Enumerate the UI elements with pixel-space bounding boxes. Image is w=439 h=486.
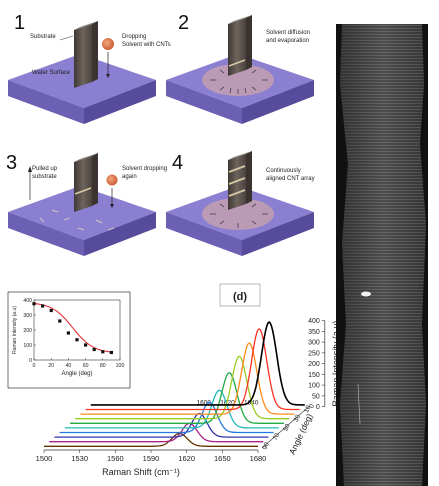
x-tick-label: 1560 [107,454,124,463]
y-axis-title: Raman Intensity (a.u) [331,321,336,407]
inset-frame [7,291,131,389]
spectrum-line-80 [49,422,264,443]
inset-data-point [101,350,105,354]
x-tick-label: 1530 [71,454,88,463]
x-tick-label: 1500 [36,454,53,463]
y-tick-label: 50 [312,393,320,400]
label-solvent-dropping: Solvent dropping [122,166,168,172]
label-solvent-cnts: Solvent with CNTs [122,42,171,48]
label-pulled-up: Pulled up [32,166,58,172]
y-tick-label: 150 [308,372,320,379]
spectrum-line-90 [44,432,258,447]
inset-y-tick-label: 300 [23,313,32,319]
panel-4 [166,151,314,256]
inset-x-tick-label: 20 [48,363,54,369]
spectrum-line-40 [70,372,284,424]
y-tick-label: 350 [308,329,320,336]
inset-data-point [92,347,96,352]
angle-tick-label: 30 [293,413,303,423]
inset-data-point [58,319,62,323]
spectrum-line-0 [90,321,305,406]
inset-x-title: Angle (deg) [61,371,92,377]
inset-x-tick-label: 0 [33,363,36,369]
label-substrate: Substrate [30,34,56,40]
substrate [74,24,92,88]
spectrum-line-60 [59,401,274,434]
inset-x-tick-label: 40 [66,363,72,369]
inset-data-point [66,331,70,335]
inset-x-tick-label: 80 [100,363,106,369]
inset-y-tick-label: 0 [29,358,32,364]
step-number-1: 1 [14,12,26,34]
label-continuously: Continuously [266,168,301,174]
panel-1 [8,21,156,124]
x-tick-label: 1620 [178,454,195,463]
label-water-surface: Water Surface [32,70,71,76]
schematic-panels [8,15,314,256]
inset-y-tick-label: 400 [23,298,32,304]
inset-x-tick-label: 100 [116,363,125,369]
panel-label-box [219,283,261,307]
inset-data-point [32,302,36,306]
inset-x-tick-label: 60 [83,363,89,369]
x-tick-label: 1650 [214,454,231,463]
y-tick-label: 400 [308,318,320,325]
peak-tick-label: 1620 [220,400,235,407]
label-evaporation: and evaporation [266,38,310,44]
y-tick-label: 200 [308,361,320,368]
water-front-right [84,80,156,124]
inset-fit-curve [33,302,112,353]
evaporation-ring [202,64,274,96]
sem-image-aligned-cnts [336,24,428,486]
label-substrate-3: substrate [32,174,57,180]
y-tick-label: 300 [308,340,320,347]
angle-tick-label: 70 [272,432,282,442]
label-again: again [122,174,137,180]
panel-2 [166,15,314,124]
x-axis-title: Raman Shift (cm⁻¹) [102,467,180,477]
y-tick-label: 100 [308,383,320,390]
inset-y-tick-label: 200 [23,328,32,334]
peak-tick-label: 1600 [196,400,211,407]
spectrum-line-20 [80,342,295,415]
step-number-2: 2 [178,12,190,34]
aligned-cnt-array [228,165,246,197]
label-aligned-array: aligned CNT array [266,176,315,182]
angle-tick-label: 90 [261,441,271,451]
inset-data-point [49,308,53,313]
floating-cnts [39,209,115,231]
panel-3 [8,153,156,256]
spectrum-line-50 [64,389,279,429]
inset-data-point [41,304,45,308]
x-tick-label: 1590 [143,454,160,463]
inset-data-point [109,350,113,355]
diffusion-arrows [210,69,268,94]
angle-axis-line [261,406,309,449]
x-tick-label: 1680 [250,454,267,463]
droplet [102,38,114,50]
step-number-4: 4 [172,152,184,174]
water-front-left [8,80,84,124]
panel-label: (d) [233,291,247,303]
angle-tick-label: 10 [303,404,313,414]
angle-tick-label: 50 [282,423,292,433]
label-diffusion: Solvent diffusion [266,30,310,36]
step-number-3: 3 [6,152,18,174]
angle-tick-label: 0 [308,403,316,410]
inset-data-point [75,338,79,342]
spectrum-line-70 [54,412,269,438]
y-tick-label: 0 [316,404,320,411]
y-tick-label: 250 [308,350,320,357]
sem-particle [361,291,371,297]
spectrum-line-30 [75,355,290,420]
inset-y-tick-label: 100 [23,343,32,349]
label-dropping: Dropping [122,34,147,40]
inset-data-point [84,343,88,347]
inset-y-title: Raman Intensity (a.u) [12,306,18,354]
